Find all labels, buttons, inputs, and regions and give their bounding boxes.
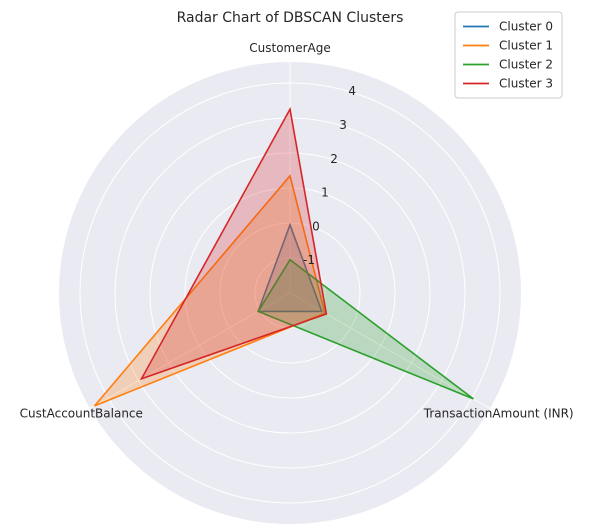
series-area — [94, 175, 325, 406]
series-layer — [93, 106, 474, 407]
radial-tick-label: -1 — [303, 253, 315, 267]
radial-tick-label: 3 — [339, 118, 347, 132]
grid-spoke — [289, 292, 491, 409]
series-area — [258, 224, 322, 312]
series-line — [93, 174, 326, 407]
legend-label: Cluster 3 — [499, 77, 553, 91]
axis-label: CustAccountBalance — [20, 407, 143, 421]
series-line — [257, 258, 474, 400]
legend-box — [454, 11, 563, 99]
radial-tick-label: 0 — [312, 219, 320, 233]
radial-tick-label: 1 — [321, 186, 329, 200]
series-area — [141, 109, 327, 379]
grid-spoke — [89, 292, 291, 409]
axis-label: TransactionAmount (INR) — [423, 407, 574, 421]
legend: Cluster 0 Cluster 1 Cluster 2 Cluster 3 — [454, 11, 563, 99]
legend-label: Cluster 1 — [499, 39, 553, 53]
series-line — [139, 106, 328, 381]
legend-label: Cluster 2 — [499, 58, 553, 72]
series-line — [257, 222, 323, 313]
chart-title: Radar Chart of DBSCAN Clusters — [177, 10, 404, 26]
axis-label: CustomerAge — [249, 41, 331, 55]
label-layer: -1 0 1 2 3 4 CustomerAge TransactionAmount (INR… — [20, 41, 574, 421]
radial-tick-label: 2 — [330, 152, 338, 166]
series-area — [258, 259, 474, 399]
radial-tick-label: 4 — [348, 84, 356, 98]
legend-label: Cluster 0 — [499, 20, 553, 34]
